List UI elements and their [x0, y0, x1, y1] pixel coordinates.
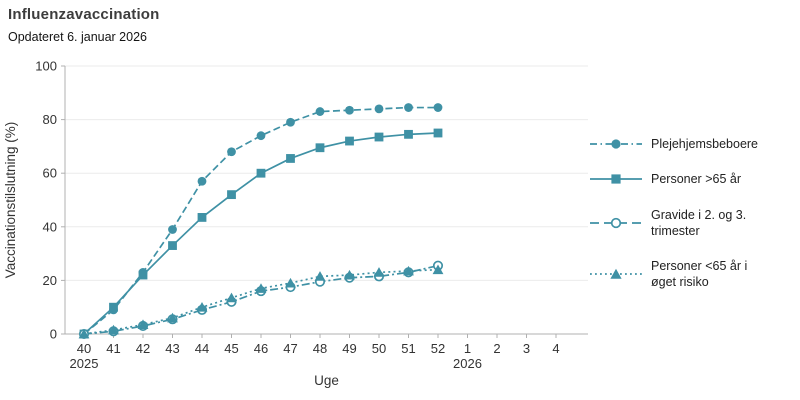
dotted-triangle-line-icon [590, 269, 642, 280]
chart-header: Influenzavaccination Opdateret 6. januar… [8, 6, 160, 44]
dashed-open-circle-line-icon [590, 217, 642, 228]
chart-legend: Plejehjemsbeboere Personer >65 år Gravid… [590, 136, 796, 310]
data-point-square[interactable] [197, 213, 207, 222]
data-point-circle[interactable] [315, 107, 325, 116]
x-year-label: 2026 [453, 356, 482, 371]
x-tick-label: 41 [106, 341, 120, 356]
dashed-circle-line-icon [590, 139, 642, 149]
x-tick-label: 50 [372, 341, 386, 356]
x-tick-label: 3 [523, 341, 530, 356]
data-point-triangle[interactable] [167, 312, 178, 323]
data-point-triangle[interactable] [78, 328, 90, 339]
y-tick-label: 100 [35, 59, 57, 74]
data-point-triangle[interactable] [137, 319, 149, 330]
y-tick-label: 20 [43, 273, 57, 288]
x-tick-label: 45 [224, 341, 238, 356]
data-point-triangle[interactable] [226, 292, 237, 303]
data-point-triangle[interactable] [344, 269, 355, 280]
series-line-filled-square [83, 132, 439, 335]
data-point-square[interactable] [256, 168, 266, 178]
x-tick-label: 42 [136, 341, 150, 356]
y-tick-label: 40 [43, 219, 57, 234]
legend-label: Personer >65 år [651, 171, 741, 187]
x-year-label: 2025 [70, 356, 99, 371]
x-tick-label: 1 [464, 341, 471, 356]
x-tick-label: 52 [431, 341, 445, 356]
data-point-circle[interactable] [404, 103, 413, 112]
data-point-triangle[interactable] [285, 277, 296, 288]
y-tick-label: 0 [50, 327, 57, 342]
data-point-square[interactable] [433, 128, 443, 138]
x-tick-label: 40 [77, 341, 91, 356]
data-point-triangle[interactable] [432, 264, 444, 275]
data-point-circle[interactable] [227, 147, 236, 157]
x-tick-label: 47 [283, 341, 297, 356]
data-point-square[interactable] [168, 241, 177, 250]
y-tick-label: 60 [43, 166, 57, 181]
data-point-circle[interactable] [345, 105, 354, 115]
data-point-triangle[interactable] [196, 302, 208, 312]
x-tick-label: 4 [552, 341, 559, 356]
data-point-square[interactable] [109, 302, 118, 312]
data-point-triangle[interactable] [108, 324, 119, 335]
data-point-circle[interactable] [374, 104, 384, 114]
x-axis-title: Uge [314, 373, 339, 388]
solid-square-line-icon [590, 174, 642, 184]
page-title: Influenzavaccination [8, 6, 160, 23]
legend-label: Personer <65 år i øget risiko [651, 258, 747, 291]
x-tick-label: 43 [165, 341, 179, 356]
data-point-circle[interactable] [433, 103, 443, 112]
legend-item-personer-under-65-risiko[interactable]: Personer <65 år i øget risiko [590, 258, 796, 291]
series-line-open-circle [83, 264, 439, 335]
legend-label-line: Personer >65 år [651, 172, 741, 187]
legend-item-plejehjemsbeboere[interactable]: Plejehjemsbeboere [590, 136, 796, 152]
data-point-square[interactable] [345, 136, 354, 146]
updated-date: Opdateret 6. januar 2026 [8, 30, 147, 44]
data-point-circle[interactable] [286, 117, 295, 127]
data-point-square[interactable] [286, 154, 295, 163]
x-tick-label: 46 [254, 341, 268, 356]
x-tick-label: 51 [401, 341, 415, 356]
data-point-triangle[interactable] [403, 265, 414, 276]
data-point-triangle[interactable] [255, 283, 267, 293]
data-point-circle[interactable] [256, 131, 266, 141]
legend-item-personer-over-65[interactable]: Personer >65 år [590, 171, 796, 187]
data-point-triangle[interactable] [373, 267, 385, 277]
x-tick-label: 49 [342, 341, 356, 356]
series-line-filled-circle [83, 106, 438, 335]
legend-label-line: Plejehjemsbeboere [651, 137, 759, 151]
x-tick-label: 48 [313, 341, 327, 356]
legend-label: Plejehjemsbeboere [651, 136, 758, 152]
data-point-square[interactable] [315, 143, 325, 153]
data-point-square[interactable] [138, 270, 148, 280]
data-point-square[interactable] [404, 129, 413, 139]
data-point-circle[interactable] [197, 176, 207, 186]
x-tick-label: 2 [493, 341, 500, 356]
data-point-triangle[interactable] [314, 271, 326, 281]
legend-label-line: Gravide i 2. og 3. trimester [651, 207, 747, 238]
y-axis-title: Vaccinationstilslutning (%) [3, 122, 18, 279]
legend-label-line: øget risiko [651, 275, 709, 290]
legend-label-line: Personer <65 år i [651, 259, 748, 273]
x-tick-label: 44 [195, 341, 209, 356]
data-point-square[interactable] [227, 190, 236, 200]
legend-label: Gravide i 2. og 3. trimester [651, 207, 796, 240]
data-point-square[interactable] [374, 132, 384, 142]
y-tick-label: 80 [43, 112, 57, 127]
data-point-circle[interactable] [168, 225, 177, 234]
legend-item-gravide[interactable]: Gravide i 2. og 3. trimester [590, 207, 796, 240]
